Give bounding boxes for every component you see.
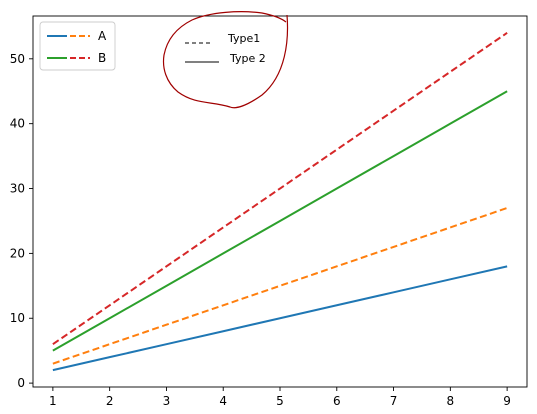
plot-frame [32,15,528,388]
legend-label-B: B [98,51,106,65]
y-axis: 0 10 20 30 40 50 [10,52,33,390]
x-tick-label-6: 6 [333,394,341,408]
y-tick-label-40: 40 [10,117,25,131]
y-tick-label-0: 0 [17,376,25,390]
x-tick-label-2: 2 [106,394,114,408]
y-tick-label-50: 50 [10,52,25,66]
x-tick-label-9: 9 [503,394,511,408]
annotation-type1-label: Type1 [227,32,260,45]
x-tick-label-4: 4 [219,394,227,408]
legend: A B [39,21,116,71]
series-line-4 [52,32,508,346]
series-layer [52,32,508,372]
y-tick-label-10: 10 [10,311,25,325]
y-tick-label-20: 20 [10,246,25,260]
legend-label-A: A [98,29,107,43]
x-tick-label-8: 8 [447,394,455,408]
x-tick-label-3: 3 [163,394,171,408]
x-axis: 1 2 3 4 5 6 7 8 9 [49,387,511,408]
series-line-1 [52,265,508,372]
x-tick-label-5: 5 [276,394,284,408]
x-tick-label-1: 1 [49,394,57,408]
x-tick-label-7: 7 [390,394,398,408]
series-line-2 [52,207,508,365]
y-tick-label-30: 30 [10,182,25,196]
annotation: Type1 Type 2 [162,11,289,109]
annotation-type2-label: Type 2 [229,52,266,65]
annotation-circle [162,11,289,109]
series-line-3 [52,90,508,352]
